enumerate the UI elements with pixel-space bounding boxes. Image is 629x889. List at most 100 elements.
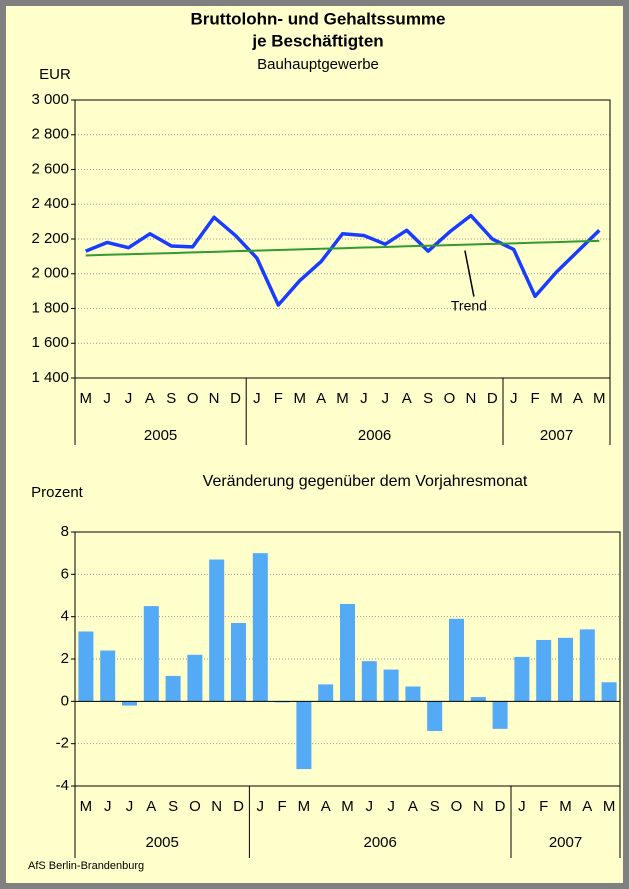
x-tick-label: F: [539, 798, 548, 815]
x-tick-label: A: [573, 390, 583, 407]
bar: [187, 654, 203, 702]
y-tick-label: -4: [56, 777, 69, 794]
y-tick-label: 8: [61, 523, 69, 540]
bar: [231, 623, 246, 702]
bar: [405, 686, 421, 702]
x-tick-label: O: [444, 390, 456, 407]
x-tick-label: N: [211, 798, 222, 815]
y-tick-label: 2: [61, 650, 69, 667]
y-tick-label: 2 400: [31, 195, 69, 212]
y-tick-label: 1 600: [31, 334, 69, 351]
bar: [558, 637, 573, 702]
x-tick-label: M: [603, 798, 616, 815]
bar: [514, 656, 530, 702]
x-tick-label: J: [257, 798, 265, 815]
bar: [209, 559, 225, 702]
bar: [274, 701, 290, 703]
y-tick-label: 3 000: [31, 91, 69, 108]
y-tick-label: -2: [56, 735, 69, 752]
x-tick-label: A: [145, 390, 155, 407]
x-tick-label: J: [387, 798, 395, 815]
x-tick-label: N: [473, 798, 484, 815]
x-tick-label: A: [146, 798, 156, 815]
x-tick-label: M: [79, 390, 92, 407]
x-tick-label: M: [298, 798, 311, 815]
y-tick-label: 1 800: [31, 299, 69, 316]
x-tick-label: M: [80, 798, 93, 815]
x-tick-label: J: [126, 798, 134, 815]
x-tick-label: N: [465, 390, 476, 407]
x-tick-label: M: [550, 390, 563, 407]
y-tick-label: 2 600: [31, 160, 69, 177]
y-tick-label: 6: [61, 565, 69, 582]
bar: [100, 650, 116, 702]
y-tick-label: 1 400: [31, 369, 69, 386]
x-tick-label: M: [341, 798, 354, 815]
bar: [78, 631, 94, 702]
bar: [492, 701, 508, 729]
x-tick-label: J: [518, 798, 526, 815]
y-tick-label: 0: [61, 692, 69, 709]
x-tick-label: J: [382, 390, 390, 407]
x-tick-label: J: [125, 390, 133, 407]
x-tick-label: A: [408, 798, 418, 815]
x-tick-label: O: [187, 390, 199, 407]
x-tick-label: J: [510, 390, 518, 407]
x-tick-label: M: [559, 798, 572, 815]
x-tick-label: A: [321, 798, 331, 815]
x-tick-label: A: [316, 390, 326, 407]
line-series: [85, 239, 600, 257]
year-label: 2006: [364, 834, 397, 851]
x-tick-label: A: [582, 798, 592, 815]
x-tick-label: F: [278, 798, 287, 815]
y-axis-label: EUR: [39, 66, 71, 83]
x-tick-label: J: [360, 390, 368, 407]
x-tick-label: D: [230, 390, 241, 407]
x-tick-label: J: [104, 798, 112, 815]
x-tick-label: J: [253, 390, 261, 407]
x-tick-label: N: [209, 390, 220, 407]
chart-title: Veränderung gegenüber dem Vorjahresmonat: [203, 473, 528, 490]
bar: [252, 553, 268, 702]
annotation-pointer: [464, 250, 475, 297]
bar: [122, 701, 137, 706]
bar: [340, 603, 355, 702]
x-tick-label: F: [531, 390, 540, 407]
x-tick-label: S: [430, 798, 440, 815]
y-tick-label: 2 200: [31, 230, 69, 247]
bar: [601, 682, 617, 702]
bar: [427, 701, 443, 731]
x-tick-label: S: [168, 798, 178, 815]
line-series: [85, 213, 601, 307]
bar: [536, 639, 552, 702]
x-tick-label: M: [336, 390, 349, 407]
bar: [449, 618, 464, 702]
x-tick-label: F: [274, 390, 283, 407]
chart-title: Bruttolohn- und Gehaltssumme: [191, 9, 446, 28]
annotation: Trend: [451, 297, 487, 313]
x-tick-label: D: [495, 798, 506, 815]
bar: [470, 697, 486, 702]
x-tick-label: D: [233, 798, 244, 815]
y-axis-label: Prozent: [31, 484, 84, 501]
y-tick-label: 4: [61, 608, 69, 625]
bar: [361, 661, 377, 702]
x-tick-label: M: [293, 390, 306, 407]
footer: AfS Berlin-Brandenburg: [28, 860, 144, 872]
chart-title: je Beschäftigten: [251, 31, 383, 50]
x-tick-label: D: [487, 390, 498, 407]
x-tick-label: J: [366, 798, 374, 815]
x-tick-label: A: [402, 390, 412, 407]
bar: [296, 701, 312, 770]
background: [6, 6, 623, 883]
year-label: 2007: [549, 834, 582, 851]
x-tick-label: S: [423, 390, 433, 407]
chart-subtitle: Bauhauptgewerbe: [257, 56, 379, 73]
bar: [318, 684, 334, 702]
x-tick-label: O: [189, 798, 201, 815]
bar: [383, 669, 399, 702]
x-tick-label: S: [166, 390, 176, 407]
year-label: 2005: [146, 834, 179, 851]
year-label: 2005: [144, 427, 177, 444]
